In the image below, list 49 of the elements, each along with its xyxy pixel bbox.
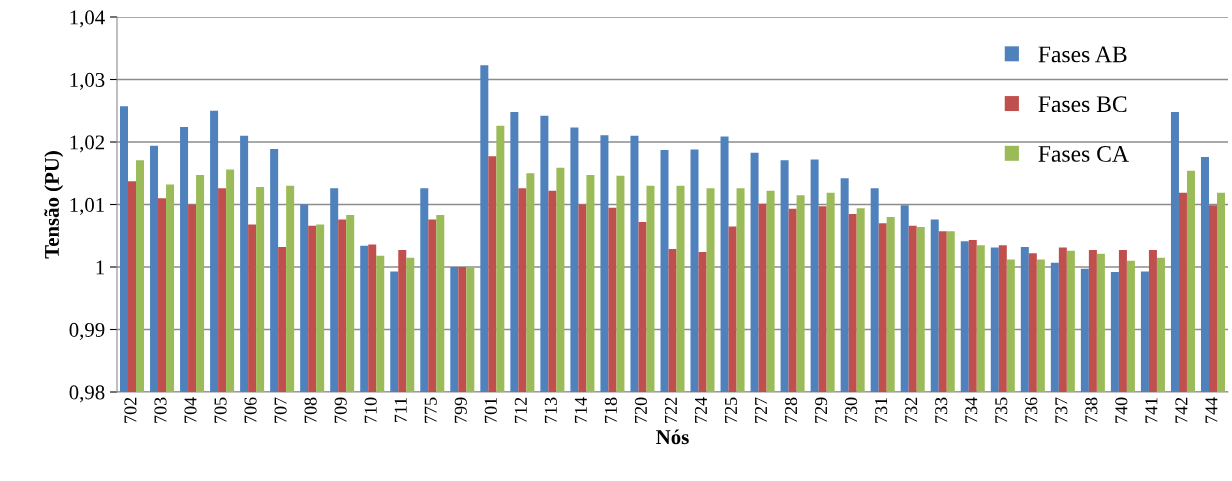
y-tick-label: 1 <box>96 260 104 275</box>
legend-label: Fases BC <box>1038 96 1127 113</box>
x-tick-label: 702 <box>124 397 137 423</box>
x-axis-title: Nós <box>656 429 689 445</box>
x-tick-label: 701 <box>484 397 497 423</box>
x-tick-label: 707 <box>274 397 287 423</box>
x-tick-label: 713 <box>544 397 557 423</box>
x-tick-label: 729 <box>815 397 828 423</box>
x-tick-label: 718 <box>604 397 617 423</box>
x-tick-label: 714 <box>574 397 587 423</box>
x-tick-label: 737 <box>1055 397 1068 423</box>
y-tick-label: 1,02 <box>70 135 105 153</box>
x-tick-label: 705 <box>214 397 227 423</box>
x-tick-label: 738 <box>1085 397 1098 423</box>
x-tick-label: 727 <box>754 397 767 423</box>
y-tick-label: 1,01 <box>70 197 104 215</box>
y-tick-label: 1,03 <box>70 72 105 90</box>
x-tick-label: 799 <box>454 397 467 423</box>
y-tick-label: 0,99 <box>69 322 105 340</box>
x-tick-label: 725 <box>724 397 738 423</box>
y-tick-label: 1,04 <box>70 10 105 28</box>
x-tick-label: 720 <box>634 397 647 423</box>
x-tick-label: 733 <box>935 397 948 423</box>
x-tick-label: 736 <box>1025 397 1038 423</box>
y-tick-label: 0,98 <box>69 385 105 403</box>
x-tick-label: 731 <box>875 397 888 423</box>
legend-label: Fases CA <box>1038 145 1129 162</box>
x-tick-label: 735 <box>995 397 1008 423</box>
x-tick-label: 732 <box>905 397 918 423</box>
x-tick-label: 728 <box>784 397 798 423</box>
x-tick-label: 722 <box>664 397 677 423</box>
x-tick-label: 703 <box>154 397 167 423</box>
x-tick-label: 724 <box>694 397 707 423</box>
x-tick-label: 709 <box>334 397 347 423</box>
x-tick-label: 740 <box>1115 397 1128 423</box>
x-tick-label: 744 <box>1205 397 1218 423</box>
x-tick-label: 730 <box>845 397 858 423</box>
x-tick-label: 734 <box>965 397 978 423</box>
x-tick-label: 742 <box>1175 397 1188 423</box>
x-tick-label: 704 <box>184 397 197 423</box>
legend-label: Fases AB <box>1038 46 1127 63</box>
y-axis-title: Tensão (PU) <box>44 151 64 259</box>
x-tick-label: 712 <box>514 397 527 423</box>
x-tick-label: 708 <box>304 397 317 423</box>
x-tick-label: 775 <box>424 397 437 423</box>
x-tick-label: 741 <box>1145 397 1158 423</box>
x-tick-label: 710 <box>364 397 377 423</box>
x-tick-label: 711 <box>394 397 407 423</box>
x-tick-label: 706 <box>244 397 257 423</box>
